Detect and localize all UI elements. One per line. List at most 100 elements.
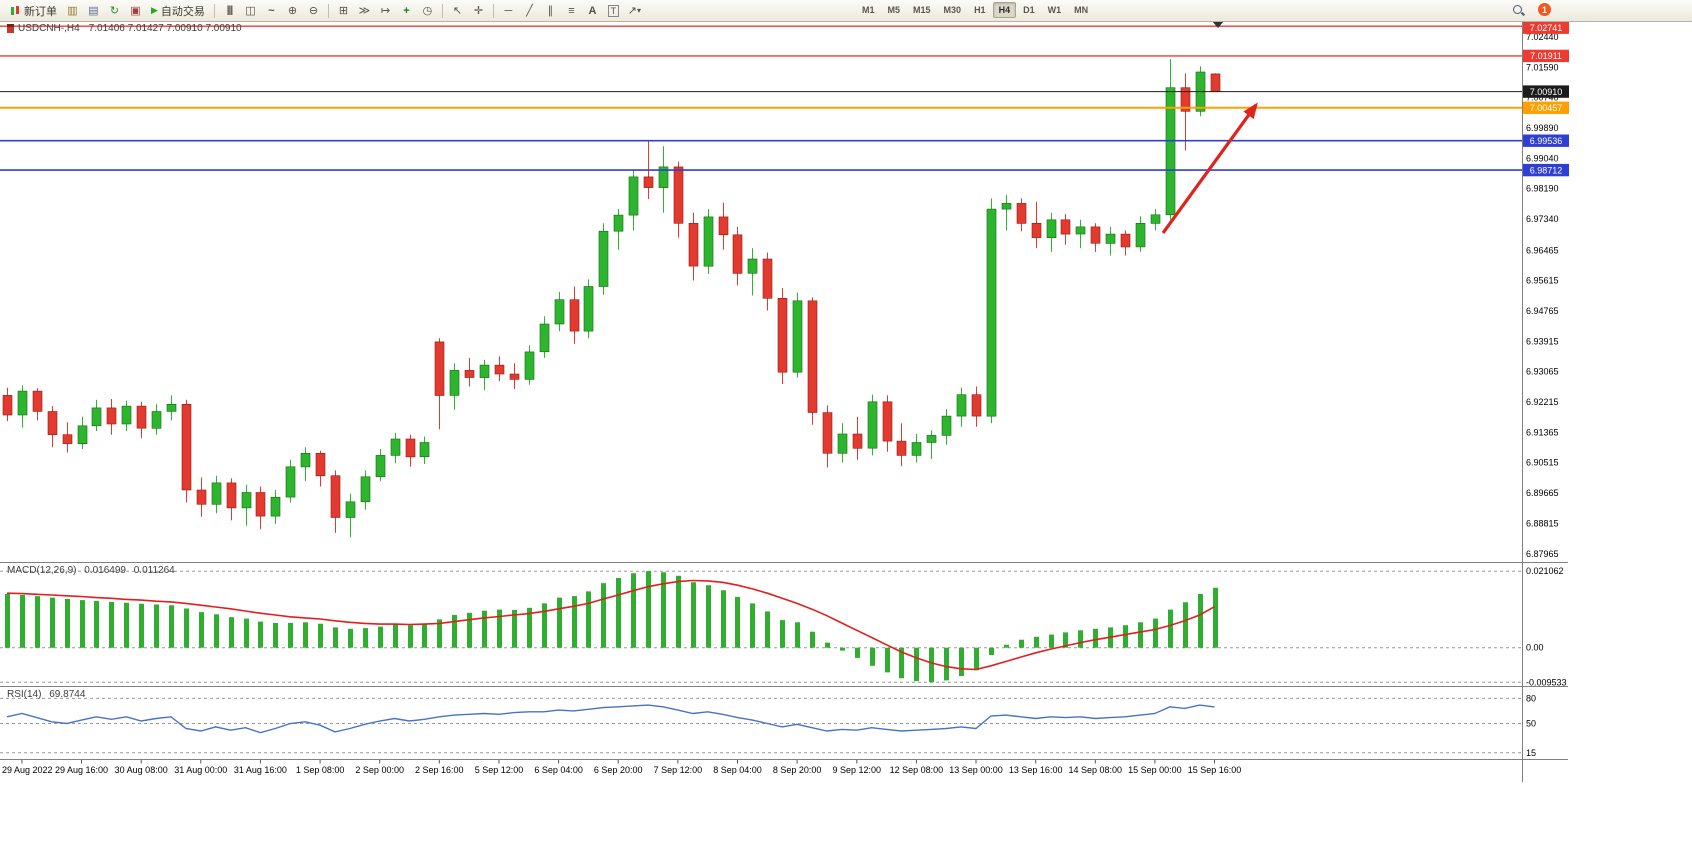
cursor-button[interactable]: ↖	[447, 1, 468, 20]
time-axis-label: 7 Sep 12:00	[654, 765, 703, 775]
resistance-line-lower-tag[interactable]	[1523, 49, 1569, 63]
timeframe-button-mn[interactable]: MN	[1074, 5, 1089, 15]
fibonacci-icon: ≡	[568, 4, 575, 17]
timeframe-button-d1[interactable]: D1	[1023, 5, 1035, 15]
timeframe-button-m5[interactable]: M5	[887, 5, 901, 15]
terminal-button[interactable]: ▣	[125, 1, 146, 20]
price-axis-label: 6.94765	[1526, 306, 1559, 316]
crosshair-button[interactable]: ✛	[468, 1, 489, 20]
time-axis-label: 5 Sep 12:00	[475, 765, 524, 775]
line-chart-button[interactable]: ~	[261, 1, 282, 20]
horizontal-line-button[interactable]: ─	[498, 1, 519, 20]
time-axis-label: 1 Sep 08:00	[296, 765, 345, 775]
time-axis-label: 30 Aug 08:00	[115, 765, 168, 775]
time-axis-label: 29 Aug 2022	[2, 765, 53, 775]
blue-level-line-upper-tag[interactable]	[1523, 134, 1569, 147]
time-axis-label: 12 Sep 08:00	[890, 765, 944, 775]
terminal-icon: ▣	[130, 5, 141, 17]
chart-shift-button[interactable]: ↦	[375, 1, 396, 20]
candle	[285, 459, 296, 503]
macd-panel: 0.021062 0.00 -0.009533	[0, 566, 1567, 687]
text-label-button[interactable]: T	[603, 1, 624, 20]
timeframe-button-m15[interactable]: M15	[913, 5, 931, 15]
period-button[interactable]: ◷	[417, 1, 438, 20]
data-window-icon: ▤	[88, 5, 99, 17]
blue-level-line-lower-tag[interactable]	[1523, 163, 1569, 177]
price-axis-label: 6.93915	[1526, 336, 1559, 346]
time-axis-label: 6 Sep 20:00	[594, 765, 643, 775]
price-axis-labels[interactable]: 7.024407.015907.007406.998906.990406.981…	[1526, 32, 1559, 559]
cursor-icon: ↖	[452, 5, 463, 17]
arrows-tool-button[interactable]: ↗ ▾	[624, 1, 645, 20]
candle	[1001, 194, 1012, 231]
time-axis-label: 6 Sep 04:00	[534, 765, 583, 775]
candle	[1165, 59, 1176, 220]
toolbar: 新订单 ▥ ▤ ↻ ▣ ▶ 自动交易 ||| ◫ ~ ⊕ ⊖ ⊞ ≫ ↦ + ◷…	[0, 0, 1692, 22]
candle	[673, 161, 684, 238]
price-axis-label: 7.01590	[1526, 62, 1559, 72]
candle	[315, 450, 326, 487]
refresh-icon: ↻	[109, 5, 120, 17]
timeframe-button-m1[interactable]: M1	[862, 5, 875, 15]
tile-windows-button[interactable]: ⊞	[333, 1, 354, 20]
timeframe-button-h1[interactable]: H1	[974, 5, 986, 15]
search-icon[interactable]	[1512, 4, 1525, 17]
orange-level-line-tag[interactable]	[1523, 101, 1569, 114]
market-watch-button[interactable]: ▥	[62, 1, 83, 20]
candle	[121, 400, 132, 432]
chart-shift-marker[interactable]	[1212, 21, 1224, 28]
zoom-in-button[interactable]: ⊕	[282, 1, 303, 20]
current-price-line-tag[interactable]	[1523, 85, 1569, 98]
text-button[interactable]: A	[582, 1, 603, 20]
time-axis-labels[interactable]: 29 Aug 2022 29 Aug 16:00 30 Aug 08:00 31 Au…	[2, 760, 1241, 775]
auto-scroll-icon: ≫	[358, 5, 371, 17]
new-order-button[interactable]: 新订单	[4, 1, 62, 20]
price-tag-label: 7.00457	[1530, 103, 1563, 113]
resistance-line-upper-tag[interactable]	[1523, 21, 1569, 34]
notification-badge[interactable]: 1	[1538, 3, 1551, 16]
timeframe-button-m30[interactable]: M30	[943, 5, 962, 15]
crosshair-icon: ✛	[473, 5, 484, 17]
trendline-button[interactable]: ╱	[519, 1, 540, 20]
rsi-scale-label: 80	[1526, 693, 1536, 703]
candle	[807, 297, 818, 425]
candle	[345, 493, 356, 538]
new-order-label: 新订单	[24, 5, 57, 18]
candle	[77, 416, 88, 449]
price-axis-label: 6.99890	[1526, 123, 1559, 133]
ohlc-values: 7.01406 7.01427 7.00910 7.00910	[88, 23, 242, 34]
price-tag-label: 6.99536	[1530, 136, 1563, 146]
candle	[837, 423, 848, 463]
trend-arrow[interactable]	[1161, 102, 1258, 234]
candle	[479, 359, 490, 391]
candle	[464, 357, 475, 387]
candle	[658, 146, 669, 213]
candlestick-chart-button[interactable]: ◫	[240, 1, 261, 20]
candle	[598, 223, 609, 295]
candle	[494, 356, 505, 382]
timeframe-button-w1[interactable]: W1	[1047, 5, 1062, 15]
timeframe-button-h4[interactable]: H4	[992, 2, 1017, 18]
line-chart-icon: ~	[268, 4, 275, 17]
bar-chart-button[interactable]: |||	[219, 1, 240, 20]
rsi-line	[6, 704, 1215, 734]
candle	[1180, 73, 1191, 151]
refresh-button[interactable]: ↻	[104, 1, 125, 20]
candle	[732, 226, 743, 286]
candle	[792, 292, 803, 378]
autotrading-button[interactable]: ▶ 自动交易	[146, 1, 210, 20]
auto-scroll-button[interactable]: ≫	[354, 1, 375, 20]
macd-main-value: 0.016499	[84, 565, 126, 576]
channel-button[interactable]: ∥	[540, 1, 561, 20]
fibonacci-button[interactable]: ≡	[561, 1, 582, 20]
arrow-tool-icon: ↗	[627, 5, 638, 17]
rsi-scale-label: 15	[1526, 748, 1536, 758]
data-window-button[interactable]: ▤	[83, 1, 104, 20]
indicators-button[interactable]: +	[396, 1, 417, 20]
candle	[1150, 209, 1161, 231]
zoom-out-button[interactable]: ⊖	[303, 1, 324, 20]
zoom-in-icon: ⊕	[287, 5, 298, 17]
time-axis-label: 9 Sep 12:00	[833, 765, 882, 775]
candle	[1060, 214, 1071, 245]
